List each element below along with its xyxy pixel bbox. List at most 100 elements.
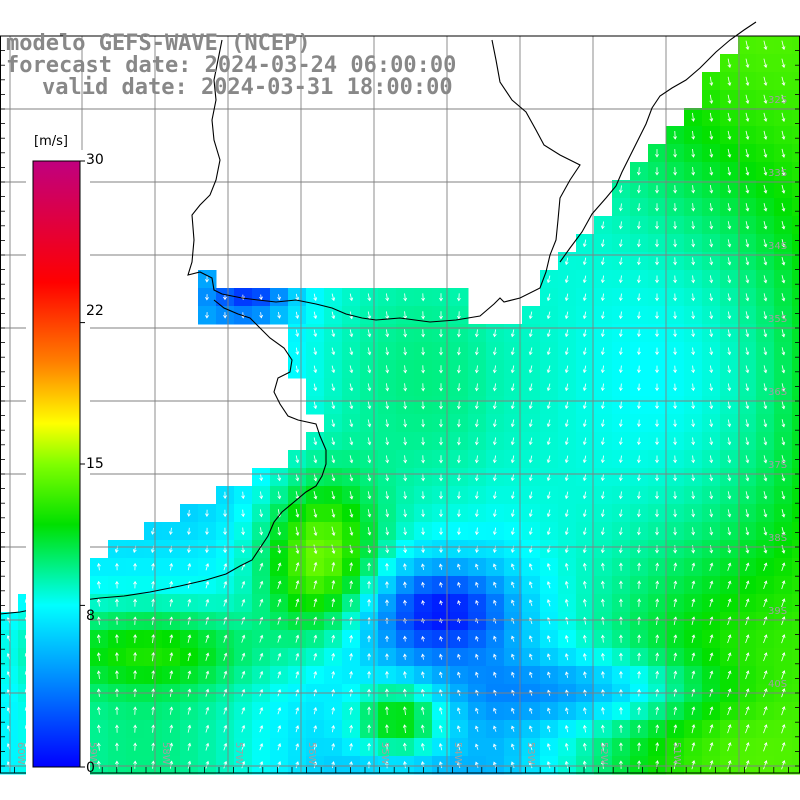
- wind-arrow-head: [528, 563, 533, 567]
- wind-arrow-head: [457, 513, 461, 518]
- wind-arrow-head: [655, 279, 659, 284]
- wind-arrow-head: [618, 315, 623, 320]
- wind-arrow: [602, 671, 604, 679]
- wind-arrow-head: [781, 688, 786, 692]
- wind-arrow: [727, 76, 731, 86]
- wind-cell: [792, 108, 800, 127]
- wind-arrow: [620, 455, 622, 463]
- wind-arrow-head: [475, 725, 479, 730]
- wind-arrow: [583, 239, 587, 247]
- wind-arrow: [404, 293, 406, 301]
- wind-arrow-head: [655, 189, 659, 194]
- wind-arrow: [494, 419, 496, 427]
- wind-arrow-head: [582, 652, 587, 657]
- wind-cell: [792, 504, 800, 523]
- wind-arrow-head: [151, 688, 156, 693]
- wind-arrow-head: [367, 297, 372, 302]
- wind-arrow: [439, 654, 443, 660]
- wind-arrow: [709, 706, 713, 716]
- wind-arrow: [170, 527, 172, 535]
- colorbar-gradient: [32, 160, 81, 768]
- wind-arrow: [584, 635, 586, 643]
- wind-cell: [792, 702, 800, 721]
- wind-arrow-head: [421, 405, 425, 410]
- wind-arrow: [494, 365, 496, 373]
- wind-arrow-head: [745, 405, 750, 410]
- wind-arrow: [781, 130, 785, 140]
- wind-arrow: [313, 526, 317, 536]
- wind-arrow-head: [187, 670, 192, 675]
- wind-arrow-head: [205, 724, 210, 729]
- wind-arrow-head: [564, 369, 569, 374]
- wind-arrow: [493, 726, 497, 732]
- wind-arrow: [295, 347, 299, 355]
- wind-arrow: [331, 293, 335, 301]
- wind-arrow: [583, 257, 587, 265]
- wind-arrow: [673, 617, 677, 625]
- wind-arrow-head: [259, 296, 263, 301]
- wind-arrow-head: [403, 653, 407, 658]
- wind-arrow: [457, 761, 461, 769]
- wind-arrow-head: [457, 369, 461, 374]
- wind-arrow: [350, 743, 352, 751]
- wind-arrow: [386, 419, 388, 427]
- wind-arrow-head: [114, 549, 119, 553]
- wind-arrow: [781, 491, 785, 499]
- wind-arrow-head: [637, 513, 641, 518]
- wind-arrow-head: [331, 297, 336, 302]
- wind-arrow: [781, 598, 785, 608]
- wind-arrow: [205, 599, 209, 607]
- wind-arrow-head: [295, 616, 300, 621]
- wind-arrow: [259, 617, 263, 625]
- wind-arrow-head: [745, 136, 750, 140]
- wind-arrow: [691, 707, 695, 715]
- wind-arrow-head: [259, 761, 264, 765]
- wind-arrow: [583, 473, 587, 481]
- wind-arrow: [673, 653, 677, 661]
- wind-arrow: [547, 761, 551, 769]
- wind-arrow-head: [763, 369, 768, 374]
- wind-arrow: [638, 185, 640, 193]
- wind-arrow: [745, 545, 749, 553]
- wind-arrow-head: [763, 189, 768, 194]
- wind-arrow-head: [331, 459, 336, 464]
- wind-arrow: [565, 563, 569, 571]
- wind-arrow-head: [367, 315, 372, 320]
- wind-arrow: [745, 76, 749, 86]
- wind-arrow-head: [223, 598, 228, 603]
- wind-arrow: [781, 437, 785, 445]
- wind-arrow: [529, 437, 533, 445]
- wind-arrow-head: [456, 707, 461, 712]
- wind-arrow: [692, 455, 694, 463]
- wind-arrow-head: [295, 707, 300, 711]
- wind-arrow-head: [781, 136, 786, 140]
- wind-arrow-head: [673, 225, 677, 230]
- wind-arrow: [152, 581, 154, 589]
- wind-arrow: [529, 473, 533, 481]
- wind-arrow-head: [781, 261, 786, 266]
- wind-arrow-head: [313, 580, 318, 584]
- wind-arrow-head: [727, 351, 732, 356]
- wind-arrow-head: [691, 634, 696, 639]
- wind-arrow-head: [727, 369, 732, 374]
- wind-arrow-head: [475, 743, 479, 748]
- wind-arrow-head: [673, 562, 678, 567]
- wind-arrow: [781, 383, 785, 391]
- wind-arrow-head: [493, 743, 497, 748]
- wind-arrow-head: [727, 297, 732, 302]
- wind-arrow-head: [349, 351, 354, 356]
- wind-arrow-head: [367, 459, 372, 464]
- wind-arrow-head: [564, 351, 569, 356]
- wind-arrow: [692, 491, 694, 499]
- wind-arrow: [277, 473, 281, 481]
- wind-arrow-head: [745, 189, 750, 194]
- wind-arrow: [547, 293, 551, 301]
- wind-arrow: [476, 437, 478, 445]
- wind-arrow: [547, 509, 551, 517]
- wind-arrow: [547, 329, 551, 337]
- wind-arrow: [278, 294, 280, 300]
- wind-arrow: [331, 455, 335, 463]
- wind-arrow-head: [564, 598, 569, 603]
- wind-arrow: [493, 636, 497, 642]
- wind-arrow-head: [457, 315, 461, 320]
